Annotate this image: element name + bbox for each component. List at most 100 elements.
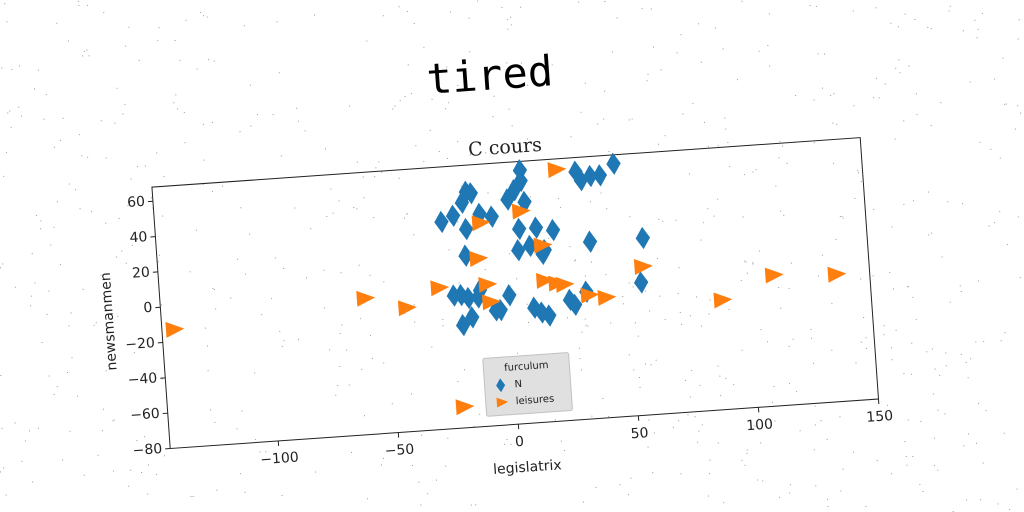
point <box>469 250 489 267</box>
speckle <box>497 467 499 469</box>
speckle <box>977 28 979 30</box>
speckle <box>608 150 610 152</box>
point <box>506 179 522 202</box>
speckle <box>931 232 933 234</box>
speckle <box>842 468 844 470</box>
speckle <box>394 105 396 107</box>
speckle <box>1005 103 1007 105</box>
speckle <box>830 95 832 97</box>
speckle <box>50 244 52 246</box>
speckle <box>369 274 371 276</box>
speckle <box>679 311 681 313</box>
speckle <box>707 495 709 497</box>
speckle <box>907 419 909 421</box>
speckle <box>641 8 643 10</box>
speckle <box>587 325 589 327</box>
speckle <box>752 263 754 265</box>
speckle <box>363 415 365 417</box>
speckle <box>304 130 306 132</box>
speckle <box>815 5 817 7</box>
speckle <box>392 108 394 110</box>
speckle <box>962 30 964 32</box>
speckle <box>380 464 382 466</box>
speckle <box>912 296 914 298</box>
speckle <box>222 185 224 187</box>
speckle <box>628 119 630 121</box>
speckle <box>628 494 630 496</box>
speckle <box>28 430 30 432</box>
speckle <box>325 148 327 150</box>
speckle <box>978 402 980 404</box>
speckle <box>278 72 280 74</box>
speckle <box>77 395 79 397</box>
speckle <box>410 93 412 95</box>
speckle <box>103 11 105 13</box>
speckle <box>457 221 459 223</box>
speckle <box>41 342 43 344</box>
speckle <box>725 377 727 379</box>
speckle <box>628 282 630 284</box>
speckle <box>780 210 782 212</box>
speckle <box>853 451 855 453</box>
speckle <box>157 261 159 263</box>
speckle <box>698 23 700 25</box>
speckle <box>67 372 69 374</box>
speckle <box>774 420 776 422</box>
speckle <box>212 191 214 193</box>
point <box>458 244 473 267</box>
speckle <box>680 473 682 475</box>
speckle <box>645 290 647 292</box>
point <box>592 164 608 187</box>
speckle <box>353 207 355 209</box>
speckle <box>254 372 256 374</box>
speckle <box>889 271 891 273</box>
point <box>511 239 526 262</box>
speckle <box>990 148 992 150</box>
speckle <box>857 172 859 174</box>
speckle <box>833 93 835 95</box>
speckle <box>687 414 689 416</box>
speckle <box>361 368 363 370</box>
y-tick-label: −40 <box>127 370 158 388</box>
speckle <box>31 253 33 255</box>
speckle <box>707 208 709 210</box>
speckle <box>367 498 369 500</box>
speckle <box>378 161 380 163</box>
speckle <box>511 125 513 127</box>
speckle <box>249 84 251 86</box>
speckle <box>813 449 815 451</box>
speckle <box>244 273 246 275</box>
speckle <box>479 413 481 415</box>
speckle <box>554 419 556 421</box>
speckle <box>782 145 784 147</box>
speckle <box>760 442 762 444</box>
speckle <box>69 430 71 432</box>
speckle <box>773 385 775 387</box>
speckle <box>329 349 331 351</box>
point <box>583 164 598 188</box>
speckle <box>983 341 985 343</box>
speckle <box>768 13 770 15</box>
speckle <box>337 385 339 387</box>
speckle <box>183 112 185 114</box>
speckle <box>24 440 26 442</box>
speckle <box>475 504 477 506</box>
speckle <box>758 418 760 420</box>
speckle <box>699 384 701 386</box>
speckle <box>157 39 159 41</box>
speckle <box>250 125 252 127</box>
speckle <box>741 459 743 461</box>
speckle <box>548 237 550 239</box>
speckle <box>841 215 843 217</box>
speckle <box>622 295 624 297</box>
speckle <box>591 415 593 417</box>
speckle <box>634 322 636 324</box>
speckle <box>87 156 89 158</box>
speckle <box>836 123 838 125</box>
speckle <box>112 420 114 422</box>
speckle <box>815 485 817 487</box>
speckle <box>255 439 257 441</box>
speckle <box>746 452 748 454</box>
speckle <box>14 286 16 288</box>
